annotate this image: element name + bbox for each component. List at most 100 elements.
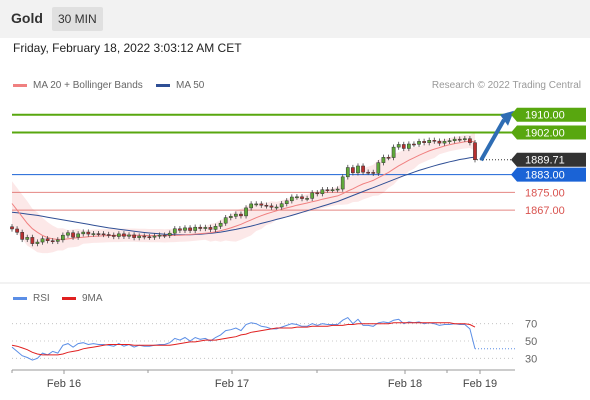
legend-swatch	[13, 83, 27, 87]
forecast-arrow-head	[500, 110, 514, 126]
candle-body	[473, 142, 477, 161]
candle-body	[10, 226, 14, 230]
candle-body	[193, 226, 198, 231]
level-tag	[517, 167, 586, 182]
legend-label: RSI	[33, 293, 50, 304]
candle-body	[40, 238, 45, 243]
candle-body	[422, 141, 426, 143]
support-label: 1875.00	[525, 187, 565, 199]
candle-body	[61, 234, 65, 241]
candle-body	[315, 192, 320, 195]
candle-body	[462, 138, 467, 140]
rsi-tick-label: 70	[525, 319, 537, 331]
candle-body	[91, 233, 96, 235]
support-label: 1867.00	[525, 205, 565, 217]
candle-body	[183, 227, 187, 231]
candle-body	[447, 140, 452, 142]
candle-body	[167, 232, 172, 236]
candle-body	[50, 240, 55, 242]
candle-body	[361, 165, 365, 173]
forecast-arrow	[479, 118, 506, 162]
candle-body	[137, 235, 142, 238]
timeframe-badge[interactable]: 30 MIN	[52, 7, 103, 31]
legend-label: MA 50	[176, 80, 205, 91]
candle-body	[279, 203, 284, 208]
candle-body	[66, 232, 70, 236]
ma20-line	[11, 140, 476, 240]
candle-body	[310, 192, 315, 199]
candle-body	[269, 205, 274, 208]
rsi-line	[11, 316, 476, 361]
candle-body	[239, 213, 243, 217]
bollinger-band	[12, 132, 475, 254]
candle-body	[452, 138, 457, 141]
candle-body	[142, 235, 147, 238]
candle-body	[427, 140, 432, 143]
candle-body	[25, 237, 30, 240]
candle-body	[264, 204, 269, 207]
candle-body	[20, 232, 25, 240]
candle-body	[81, 231, 86, 235]
candle-body	[106, 234, 111, 236]
candle-body	[30, 237, 35, 244]
candle-body	[35, 241, 40, 244]
candle-body	[152, 235, 157, 238]
candle-body	[15, 228, 19, 233]
candle-body	[330, 189, 335, 191]
candle-body	[457, 138, 462, 141]
x-tick-label: Feb 18	[388, 378, 422, 390]
legend-swatch	[13, 296, 27, 300]
candle-body	[289, 196, 294, 202]
candle-body	[249, 203, 253, 209]
level-tag-label: 1883.00	[525, 170, 565, 182]
candle-body	[45, 238, 50, 241]
candle-body	[157, 234, 162, 237]
candle-body	[71, 232, 75, 238]
candle-body	[234, 213, 238, 217]
level-tag-pointer	[511, 125, 517, 140]
candle-body	[376, 162, 381, 174]
candle-body	[213, 226, 218, 230]
candle-body	[381, 157, 386, 163]
candle-body	[116, 233, 121, 237]
x-tick-label: Feb 16	[47, 378, 81, 390]
candle-body	[284, 200, 289, 204]
instrument-title: Gold	[11, 10, 43, 26]
candle-body	[366, 171, 371, 174]
candle-body	[274, 206, 279, 209]
legend-rsi-ma: 9MA	[62, 293, 103, 304]
candle-body	[228, 216, 233, 218]
research-credit: Research © 2022 Trading Central	[431, 80, 581, 91]
candle-body	[132, 234, 136, 238]
x-tick-label: Feb 19	[463, 378, 497, 390]
legend-label: MA 20 + Bollinger Bands	[33, 80, 143, 91]
candle-body	[300, 196, 304, 199]
candle-body	[259, 203, 264, 206]
candle-body	[122, 233, 126, 237]
candle-body	[203, 227, 208, 229]
candle-body	[178, 228, 182, 231]
candle-body	[198, 226, 203, 229]
candle-body	[391, 146, 396, 158]
legend-bollinger: MA 20 + Bollinger Bands	[13, 80, 143, 91]
legend-rsi: RSI	[13, 293, 50, 304]
candle-body	[172, 228, 177, 234]
rsi-tick-label: 30	[525, 353, 537, 365]
candle-body	[147, 236, 152, 238]
candle-body	[188, 227, 192, 231]
candle-body	[325, 189, 330, 191]
candle-body	[127, 234, 131, 237]
candle-body	[55, 239, 60, 242]
candle-body	[371, 172, 376, 174]
candle-body	[111, 234, 116, 237]
timestamp: Friday, February 18, 2022 3:03:12 AM CET	[13, 41, 242, 55]
legend-label: 9MA	[82, 293, 103, 304]
candle-body	[468, 138, 472, 143]
candle-body	[335, 188, 340, 191]
candle-body	[295, 196, 299, 199]
level-tag-label: 1889.71	[525, 155, 565, 167]
candle-body	[218, 222, 223, 227]
x-tick-label: Feb 17	[215, 378, 249, 390]
level-tag-pointer	[511, 167, 517, 182]
